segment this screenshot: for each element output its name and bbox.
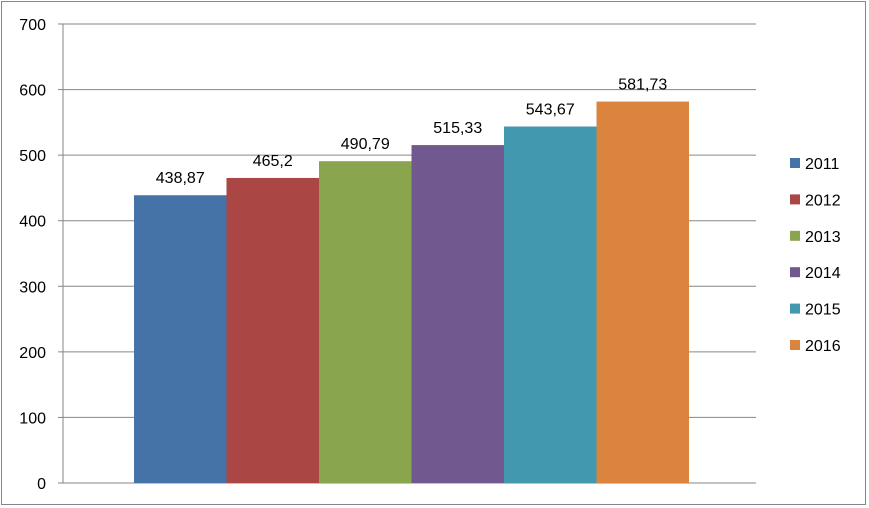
y-tick-label: 200 [19,345,46,362]
legend-swatch-2012 [790,194,800,205]
y-tick-label: 100 [19,410,46,427]
legend-label-2015: 2015 [805,302,841,319]
bar-2016 [596,101,689,483]
y-tick-label: 400 [19,214,46,231]
bar-2011 [134,195,227,483]
legend-label-2011: 2011 [805,156,840,173]
y-tick-label: 600 [19,83,46,100]
legend-swatch-2015 [790,303,800,314]
y-tick-label: 0 [37,476,46,493]
legend-swatch-2014 [790,267,800,278]
y-tick-label: 700 [19,17,46,34]
bar-2014 [411,145,504,483]
bar-2015 [504,126,597,483]
data-label-2014: 515,33 [433,120,482,137]
bar-2012 [226,177,319,483]
legend-label-2016: 2016 [805,338,841,355]
data-label-2011: 438,87 [156,170,205,187]
data-label-2016: 581,73 [618,77,667,94]
legend-swatch-2011 [790,158,800,168]
data-label-2015: 543,67 [526,102,575,119]
legend-label-2012: 2012 [805,192,841,209]
y-tick-label: 300 [19,279,46,296]
legend-label-2013: 2013 [805,229,841,246]
legend-swatch-2013 [790,230,800,241]
data-label-2013: 490,79 [341,136,390,153]
y-tick-label: 500 [19,148,46,165]
legend-swatch-2016 [790,340,800,350]
legend-label-2014: 2014 [805,265,841,282]
data-label-2012: 465,2 [253,153,293,170]
bar-2013 [319,161,412,483]
